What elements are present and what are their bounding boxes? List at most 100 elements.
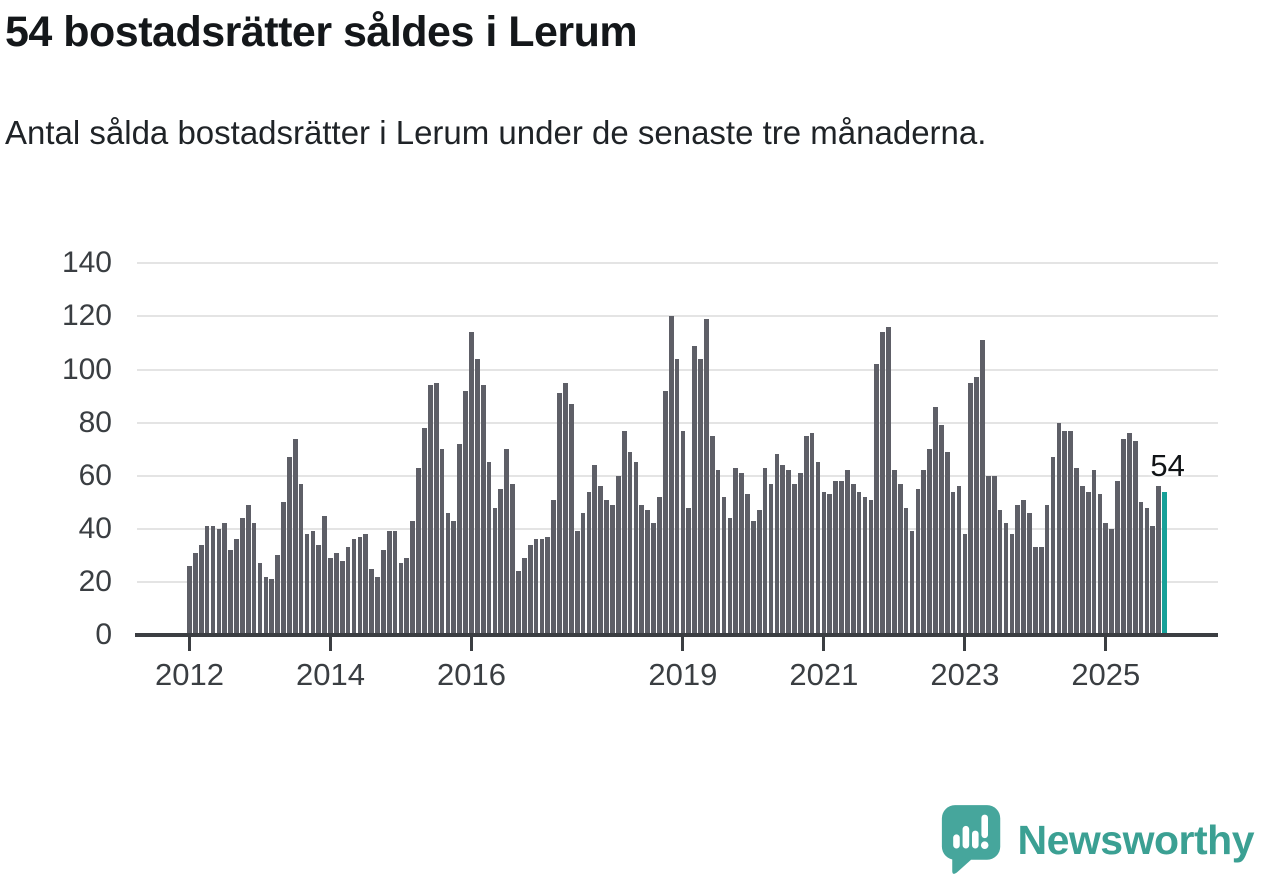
bar <box>657 496 662 635</box>
gridline-120 <box>137 315 1218 318</box>
bar <box>892 470 897 635</box>
x-axis-line <box>135 633 1218 637</box>
bar <box>827 494 833 635</box>
bar <box>439 449 445 635</box>
x-tick-label-2012: 2012 <box>155 657 224 692</box>
page-title: 54 bostadsrätter såldes i Lerum <box>5 8 638 56</box>
bar <box>962 534 968 635</box>
bar <box>950 491 956 635</box>
bar <box>921 470 927 635</box>
bar <box>474 358 480 635</box>
y-tick-label-0: 0 <box>95 618 112 651</box>
bar <box>380 550 386 635</box>
bar <box>633 462 639 635</box>
bar <box>674 358 680 635</box>
bar <box>539 539 545 635</box>
bar <box>187 565 192 635</box>
bar <box>803 435 809 635</box>
newsworthy-logo-icon <box>941 805 1000 874</box>
bar <box>1091 470 1097 635</box>
bar <box>1097 494 1103 635</box>
bar <box>1027 512 1032 635</box>
bar <box>721 496 727 635</box>
bar <box>668 316 674 635</box>
bar <box>234 539 239 635</box>
bar <box>739 473 744 635</box>
bar <box>1068 430 1073 635</box>
bar <box>416 467 421 635</box>
bar <box>281 502 286 635</box>
bar <box>598 486 604 635</box>
bar <box>786 470 791 635</box>
bar <box>627 451 633 635</box>
bar <box>868 499 874 635</box>
bar <box>715 470 721 635</box>
bar <box>398 563 404 635</box>
brand-footer: Newsworthy <box>940 805 1254 874</box>
bar <box>833 481 838 635</box>
bar <box>480 385 486 635</box>
bar <box>1038 547 1044 635</box>
bar <box>198 544 204 635</box>
bar <box>568 404 574 635</box>
bar <box>762 467 768 635</box>
x-tick-label-2019: 2019 <box>648 657 718 692</box>
bar <box>521 558 527 635</box>
bar <box>745 494 750 635</box>
bar <box>1138 502 1144 635</box>
bar <box>1109 528 1115 635</box>
bar <box>1121 438 1126 635</box>
bar <box>610 504 615 635</box>
bar <box>604 499 609 635</box>
bar <box>986 475 991 635</box>
x-tick-2019 <box>681 637 685 651</box>
bar <box>369 568 374 635</box>
bar <box>504 449 510 635</box>
bar <box>498 488 504 635</box>
x-tick-2016 <box>470 637 473 651</box>
bar <box>527 544 533 635</box>
bar <box>533 539 539 635</box>
x-tick-label-2021: 2021 <box>789 657 859 692</box>
bar <box>275 555 280 635</box>
bar <box>1062 430 1068 635</box>
bar <box>756 510 762 635</box>
bar <box>698 358 703 635</box>
bar <box>563 382 568 635</box>
bar <box>733 467 739 635</box>
bar <box>850 483 856 635</box>
bar <box>856 491 862 635</box>
bar <box>845 470 850 635</box>
bar <box>292 438 298 635</box>
y-tick-label-80: 80 <box>78 405 112 439</box>
bar <box>263 576 269 635</box>
x-tick-label-2014: 2014 <box>296 657 365 692</box>
bar <box>375 576 380 635</box>
bar <box>862 496 868 635</box>
bar <box>980 340 985 635</box>
bar <box>1156 486 1162 635</box>
bar <box>386 531 392 635</box>
bar <box>692 345 697 635</box>
bar <box>445 512 451 635</box>
y-tick-label-120: 120 <box>61 299 112 333</box>
bar <box>427 385 433 635</box>
bar <box>1015 504 1021 635</box>
bar <box>768 483 774 635</box>
bar <box>492 507 498 635</box>
bar <box>516 571 521 635</box>
bar <box>557 393 562 635</box>
bar <box>463 390 468 635</box>
bar <box>551 499 557 635</box>
bar <box>216 528 222 635</box>
bar <box>662 390 668 635</box>
bar <box>1050 457 1056 635</box>
bar <box>880 332 885 635</box>
bar <box>1003 523 1009 635</box>
bar <box>469 332 474 635</box>
bar <box>1021 499 1026 635</box>
last-value-annotation: 54 <box>1150 447 1185 483</box>
x-tick-label-2025: 2025 <box>1071 657 1141 692</box>
bar <box>874 364 880 635</box>
